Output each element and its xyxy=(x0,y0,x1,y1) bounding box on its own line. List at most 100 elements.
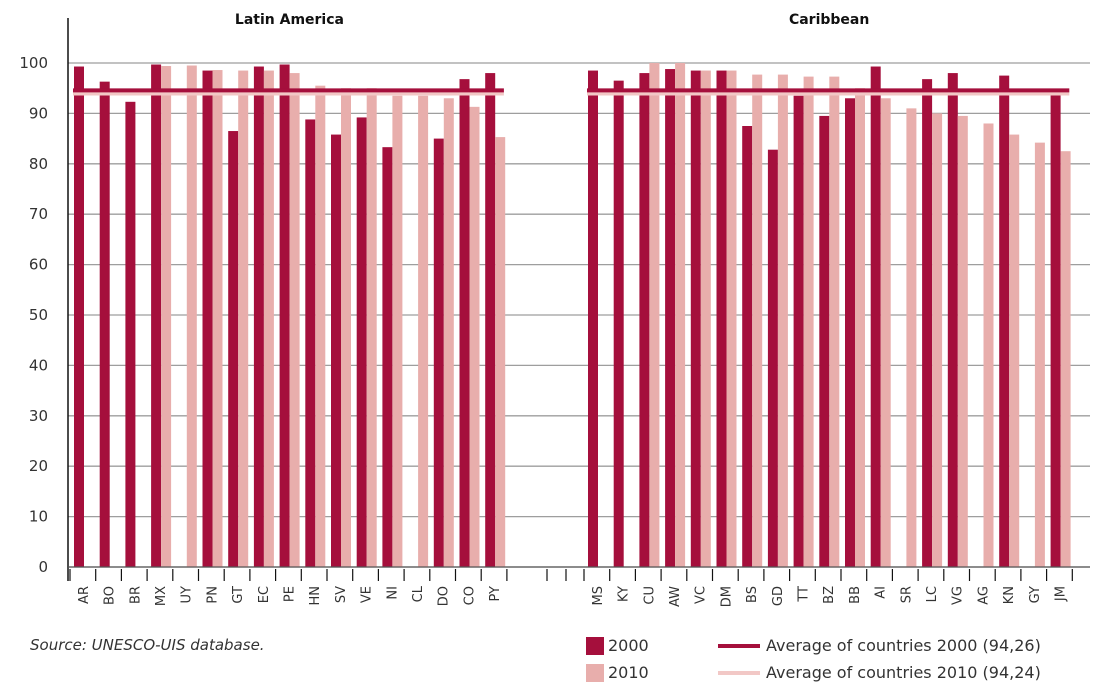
bar-2010 xyxy=(341,88,351,567)
category-label: BB xyxy=(848,586,863,604)
category-label: TT xyxy=(796,586,811,603)
category-label: DM xyxy=(719,586,734,607)
category-label: AG xyxy=(976,586,991,605)
category-label: UY xyxy=(180,586,195,604)
bar-2010 xyxy=(315,85,326,568)
bar-2010 xyxy=(880,98,891,567)
bar-2000 xyxy=(202,70,213,567)
category-label: VC xyxy=(694,586,709,604)
bar-2000 xyxy=(665,69,676,567)
bar-2000 xyxy=(870,66,881,567)
bar-2000 xyxy=(639,73,650,567)
group-title: Latin America xyxy=(235,12,344,28)
legend-item-avg-2000: Average of countries 2000 (94,26) xyxy=(718,636,1041,655)
bar-2010 xyxy=(777,74,788,567)
bar-2010 xyxy=(649,63,660,567)
category-label: CL xyxy=(411,585,426,602)
source-note: Source: UNESCO-UIS database. xyxy=(30,636,265,654)
bar-2010 xyxy=(469,106,480,568)
bar-2000 xyxy=(767,149,778,568)
bar-2000 xyxy=(588,70,598,567)
y-tick-label: 0 xyxy=(38,558,48,576)
bar-2000 xyxy=(382,147,393,567)
category-label: BS xyxy=(745,586,760,603)
y-tick-label: 20 xyxy=(29,457,48,475)
category-label: PE xyxy=(282,586,297,602)
bar-2000 xyxy=(253,66,264,567)
bar-2000 xyxy=(151,64,162,568)
bar-2010 xyxy=(675,63,686,567)
category-label: BO xyxy=(103,586,118,605)
category-label: SV xyxy=(334,586,349,603)
legend-item-avg-2010: Average of countries 2010 (94,24) xyxy=(718,663,1041,682)
legend-swatch-2000 xyxy=(586,636,604,655)
category-label: PN xyxy=(205,586,220,604)
category-label: HN xyxy=(308,586,323,606)
bar-2000 xyxy=(716,70,727,567)
category-label: CU xyxy=(642,586,657,605)
y-tick-label: 10 xyxy=(29,508,48,526)
bar-2000 xyxy=(947,73,958,567)
category-label: MX xyxy=(154,586,169,606)
category-label: GT xyxy=(231,586,246,604)
category-label: AR xyxy=(77,586,92,604)
bar-2010 xyxy=(1060,151,1071,567)
category-label: SR xyxy=(899,586,914,603)
category-label: PY xyxy=(488,586,503,602)
category-label: EC xyxy=(257,586,272,603)
bar-2000 xyxy=(331,134,341,567)
bar-2010 xyxy=(1009,134,1020,567)
bar-2000 xyxy=(99,81,110,567)
bar-2010 xyxy=(803,76,814,567)
bar-2000 xyxy=(433,138,444,567)
category-label: AI xyxy=(874,586,889,599)
y-tick-label: 100 xyxy=(19,54,48,72)
bar-2010 xyxy=(495,137,506,567)
bar-2000 xyxy=(845,98,855,567)
bar-2010 xyxy=(1034,142,1045,567)
bar-2000 xyxy=(742,126,753,567)
category-label: VE xyxy=(360,586,375,603)
category-label: AW xyxy=(668,586,683,607)
category-label: LC xyxy=(925,586,940,602)
bar-2000 xyxy=(485,73,496,567)
bar-2010 xyxy=(906,108,917,568)
legend-label-2000: 2000 xyxy=(608,636,649,655)
y-tick-label: 40 xyxy=(29,356,48,374)
legend-item-2000: 2000 xyxy=(586,636,649,655)
bar-2000 xyxy=(356,117,367,567)
bar-2000 xyxy=(922,79,933,568)
bar-2010 xyxy=(161,66,172,568)
bar-2010 xyxy=(983,123,994,567)
bar-2010 xyxy=(289,73,300,567)
legend-label-avg-2000: Average of countries 2000 (94,26) xyxy=(766,636,1041,655)
bar-2000 xyxy=(125,101,136,568)
group-title: Caribbean xyxy=(789,12,869,28)
bar-2000 xyxy=(305,119,316,567)
bar-2000 xyxy=(690,70,701,567)
bar-2010 xyxy=(829,76,840,567)
bar-2010 xyxy=(212,70,223,567)
bar-2010 xyxy=(366,88,377,567)
category-label: BZ xyxy=(822,586,837,604)
bar-2000 xyxy=(1050,94,1061,567)
category-label: KY xyxy=(617,586,632,602)
bar-2010 xyxy=(932,113,943,568)
bar-2000 xyxy=(74,66,84,567)
bar-2010 xyxy=(238,70,249,567)
bar-2000 xyxy=(613,80,624,567)
y-tick-label: 60 xyxy=(29,256,48,274)
bar-2000 xyxy=(999,75,1010,567)
y-tick-label: 50 xyxy=(29,306,48,324)
category-label: KN xyxy=(1002,586,1017,604)
legend-label-avg-2010: Average of countries 2010 (94,24) xyxy=(766,663,1041,682)
category-label: NI xyxy=(385,586,400,600)
bar-2010 xyxy=(726,70,737,567)
y-tick-label: 30 xyxy=(29,407,48,425)
y-tick-label: 90 xyxy=(29,104,48,122)
category-label: CO xyxy=(462,586,477,605)
bar-2010 xyxy=(418,95,429,567)
category-label: DO xyxy=(437,586,452,606)
bar-2000 xyxy=(279,64,290,568)
